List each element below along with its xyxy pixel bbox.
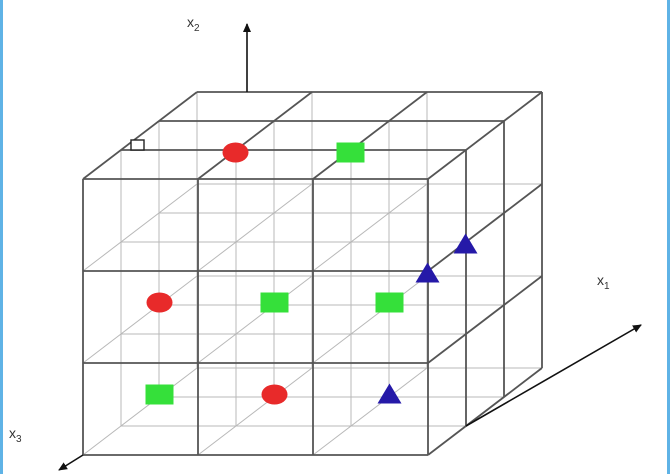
grid-line-z bbox=[82, 91, 198, 180]
grid-line-z bbox=[82, 275, 198, 364]
grid-line-z bbox=[312, 91, 428, 180]
grid-line-z bbox=[427, 367, 543, 456]
grid-line-z bbox=[197, 367, 313, 456]
x2-axis-label: x2 bbox=[187, 14, 200, 34]
grid-line-z bbox=[312, 183, 428, 272]
triangle-marker bbox=[377, 383, 402, 404]
grid-line-z bbox=[197, 183, 313, 272]
triangle-marker bbox=[415, 262, 440, 283]
x1-axis-arrow bbox=[465, 324, 642, 427]
square-marker bbox=[375, 292, 404, 313]
grid-line-z bbox=[427, 275, 543, 364]
grid-line-z bbox=[82, 367, 198, 456]
circle-marker bbox=[222, 142, 249, 163]
circle-marker bbox=[261, 384, 288, 405]
grid-line-z bbox=[82, 183, 198, 272]
x1-axis-label: x1 bbox=[597, 272, 610, 292]
triangle-marker bbox=[453, 233, 478, 254]
grid-line-z bbox=[312, 367, 428, 456]
cube-grid-diagram bbox=[58, 23, 642, 471]
grid-line-z bbox=[427, 91, 543, 180]
square-marker bbox=[336, 142, 365, 163]
grid-line-z bbox=[312, 275, 428, 364]
origin-box bbox=[130, 139, 145, 151]
x3-axis-label: x3 bbox=[9, 425, 22, 445]
circle-marker bbox=[146, 292, 173, 313]
grid-line-z bbox=[197, 91, 313, 180]
grid-line-z bbox=[427, 183, 543, 272]
square-marker bbox=[260, 292, 289, 313]
square-marker bbox=[145, 384, 174, 405]
x3-axis-arrow bbox=[58, 454, 84, 471]
grid-line-z bbox=[197, 275, 313, 364]
